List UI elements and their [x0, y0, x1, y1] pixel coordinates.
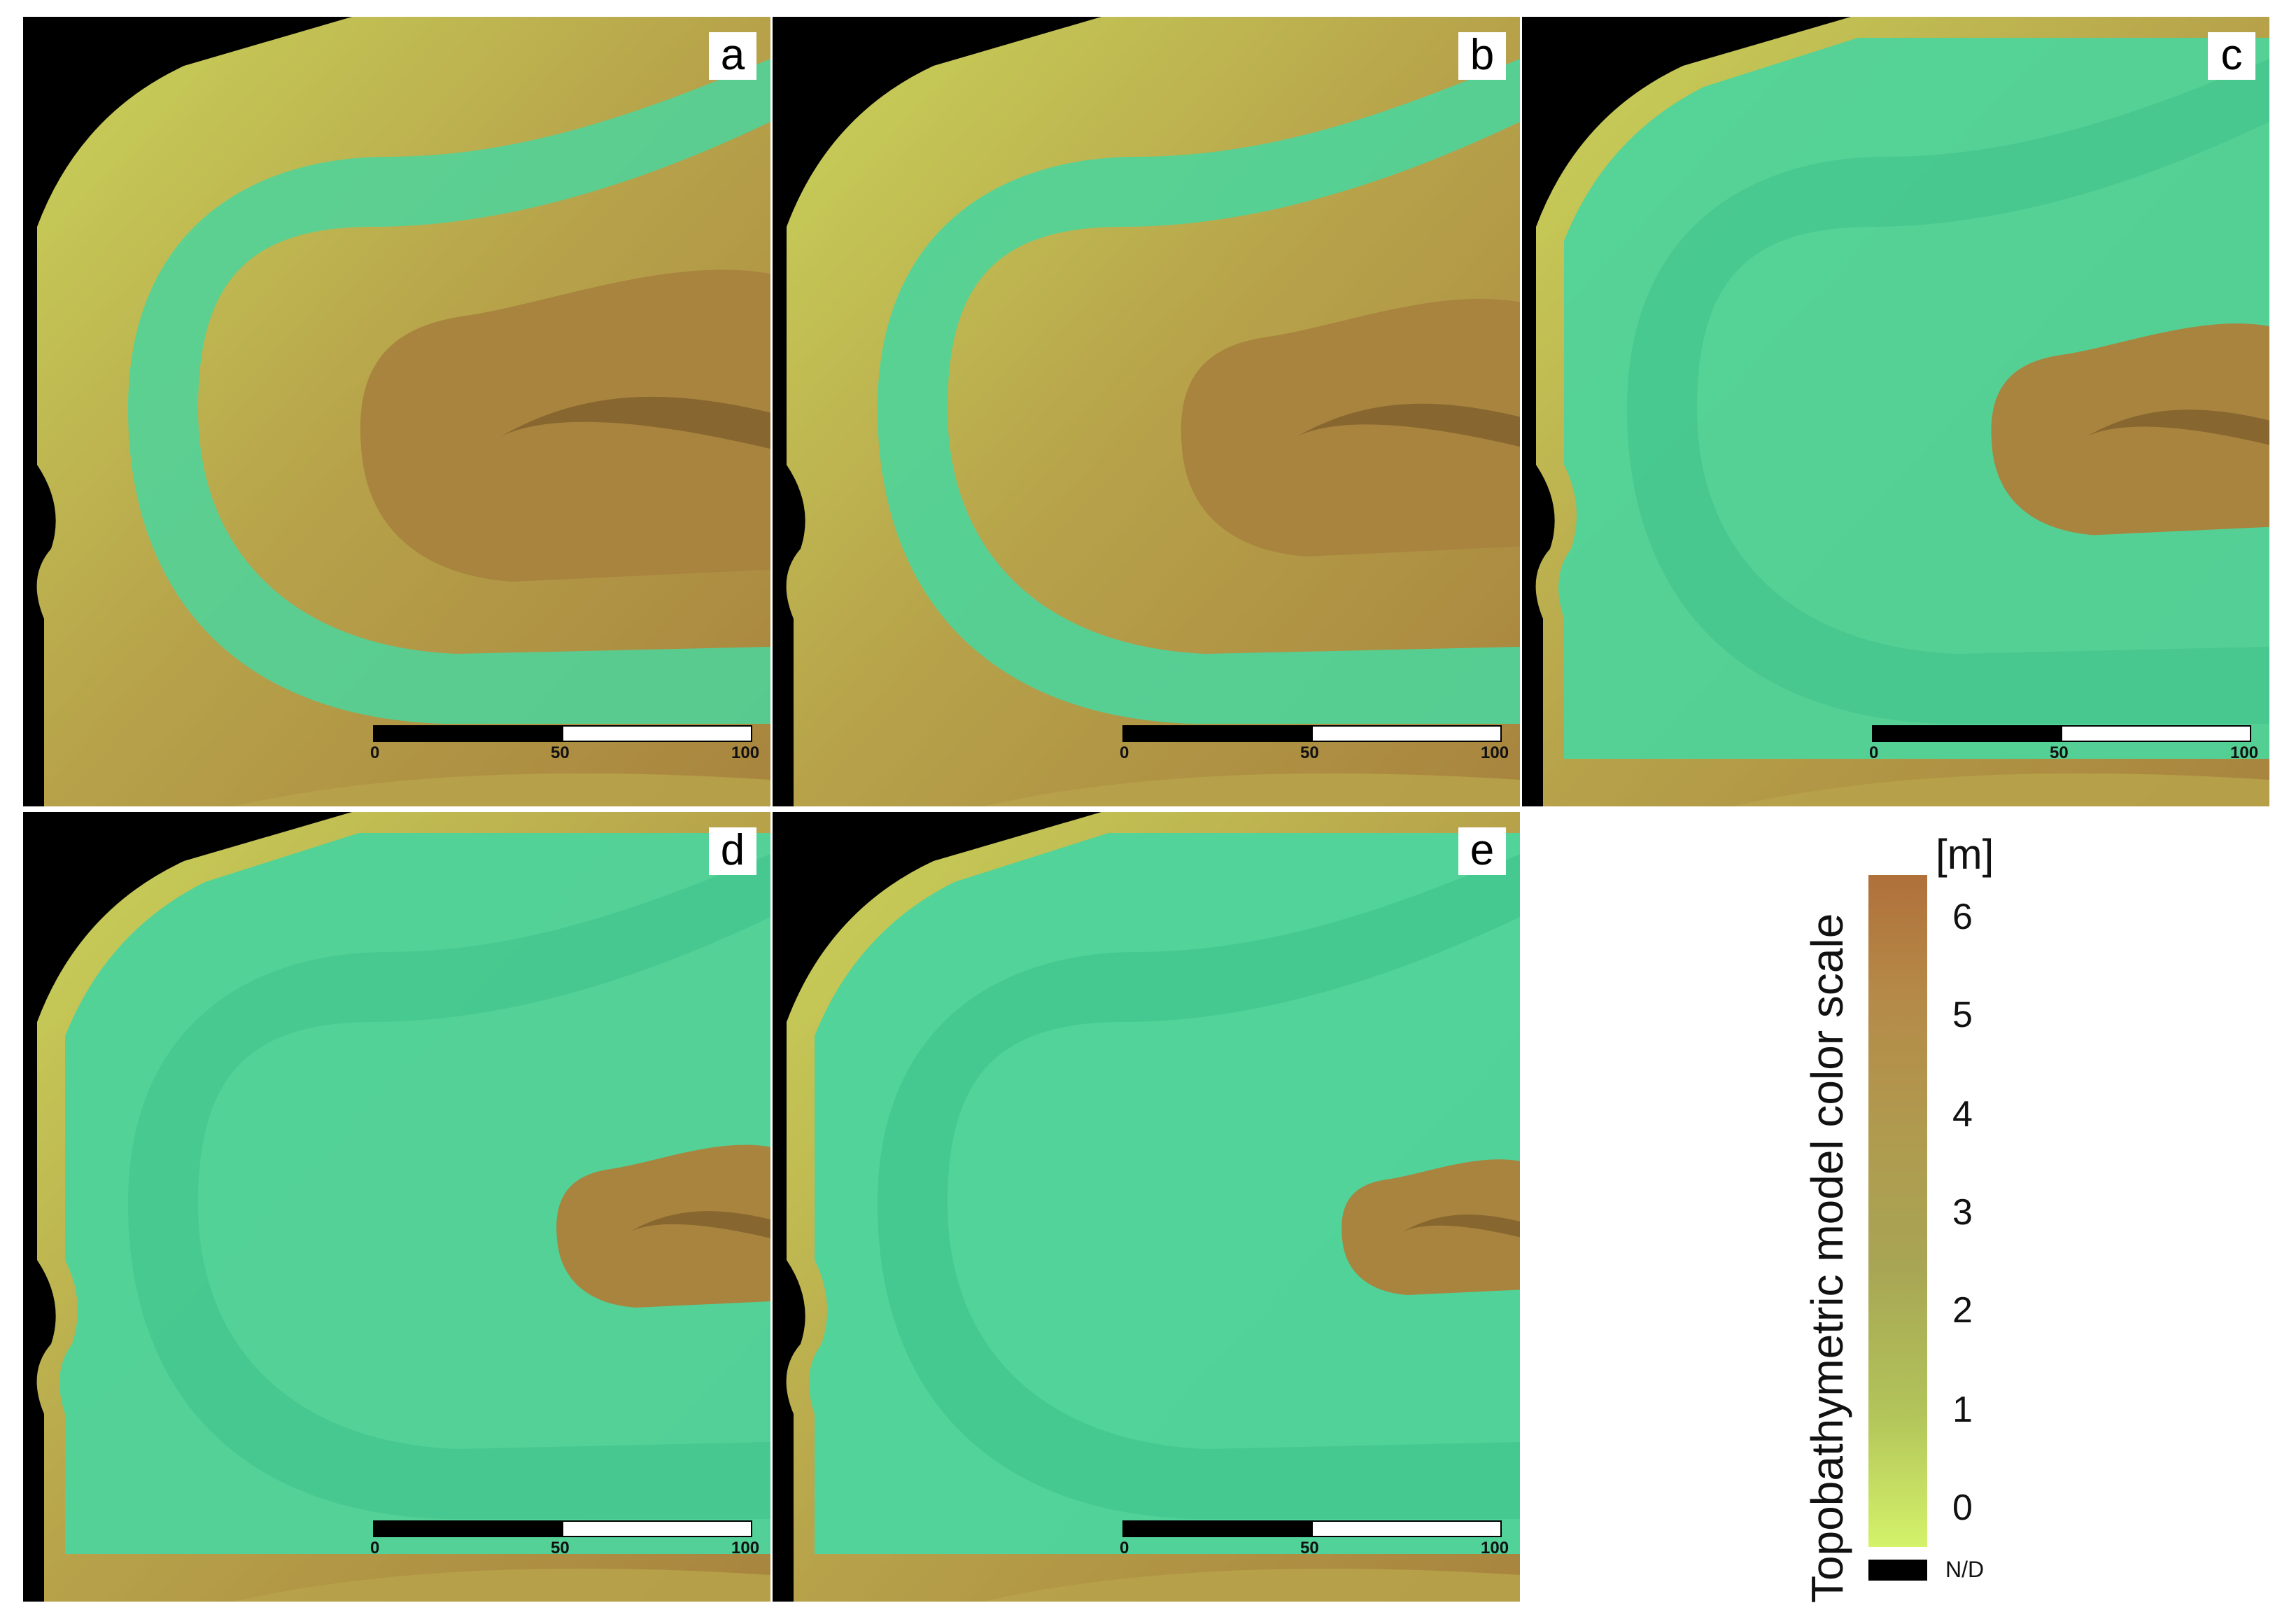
bank-terrain — [233, 1568, 770, 1602]
scale-tick-0: 0 — [1120, 1539, 1129, 1558]
scale-bar-white-segment — [1311, 1520, 1502, 1537]
scale-tick-0: 0 — [1869, 743, 1879, 762]
point-bar — [1341, 1159, 1520, 1295]
point-bar — [1991, 323, 2269, 536]
panel-label: b — [1458, 32, 1506, 80]
panel-label: d — [709, 827, 756, 875]
legend-no-data-label: N/D — [1945, 1557, 1985, 1582]
scale-bar-white-segment — [2061, 725, 2251, 742]
scale-bar: 0 50 100 — [370, 1520, 759, 1558]
scale-tick-100: 100 — [1481, 743, 1509, 762]
scale-tick-50: 50 — [1300, 1539, 1319, 1558]
legend-tick: 2 — [1952, 1290, 1973, 1331]
terrain-map — [36, 812, 770, 1602]
map-panel-c: c 0 50 100 — [1522, 17, 2269, 806]
river-channel — [128, 59, 770, 724]
water-extent — [59, 833, 770, 1554]
bank-terrain — [983, 1568, 1520, 1602]
river-channel — [878, 854, 1520, 1519]
scale-bar-black-segment — [1122, 725, 1313, 742]
scale-bar-white-segment — [562, 1520, 752, 1537]
map-panel-d: d 0 50 100 — [23, 812, 770, 1602]
map-panel-b: b 0 50 100 — [773, 17, 1520, 806]
scale-tick-100: 100 — [731, 1539, 760, 1558]
scale-bar-white-segment — [562, 725, 752, 742]
scale-bar-black-segment — [1122, 1520, 1313, 1537]
point-bar-ridge — [2085, 410, 2269, 445]
point-bar-ridge — [500, 396, 770, 449]
bank-terrain — [983, 773, 1520, 806]
scale-bar-white-segment — [1311, 725, 1502, 742]
panel-label: e — [1458, 827, 1506, 875]
point-bar-group — [1341, 1159, 1520, 1295]
scale-tick-100: 100 — [731, 743, 760, 762]
bank-terrain — [233, 773, 770, 806]
point-bar-group — [1181, 298, 1520, 556]
legend-no-data-swatch — [1868, 1560, 1927, 1581]
scale-tick-50: 50 — [2050, 743, 2069, 762]
panel-label: c — [2208, 32, 2255, 80]
panel-label: a — [709, 32, 756, 80]
legend-tick: 0 — [1952, 1488, 1973, 1528]
map-panel-a: a 0 50 100 — [23, 17, 770, 806]
scale-bar-black-segment — [1872, 725, 2062, 742]
scale-tick-100: 100 — [1481, 1539, 1509, 1558]
point-bar — [556, 1144, 770, 1308]
terrain-map — [36, 17, 770, 806]
river-channel — [878, 59, 1520, 724]
legend-tick: 5 — [1952, 995, 1973, 1035]
terrain-map — [786, 17, 1520, 806]
scale-tick-50: 50 — [551, 743, 570, 762]
point-bar-group — [360, 270, 770, 582]
point-bar-ridge — [1402, 1214, 1520, 1238]
legend-unit: [m] — [1936, 831, 1994, 878]
river-channel — [1627, 59, 2269, 724]
scale-tick-0: 0 — [1120, 743, 1129, 762]
point-bar-group — [1991, 323, 2269, 536]
legend-tick: 4 — [1952, 1094, 1973, 1135]
terrain-map — [1535, 17, 2269, 806]
point-bar-ridge — [629, 1211, 770, 1238]
scale-tick-100: 100 — [2230, 743, 2259, 762]
river-channel — [128, 854, 770, 1519]
water-extent — [128, 59, 770, 724]
scale-bar: 0 50 100 — [1120, 1520, 1509, 1558]
point-bar-ridge — [1296, 403, 1520, 447]
point-bar — [360, 270, 770, 582]
scale-bar: 0 50 100 — [1120, 725, 1509, 762]
scale-tick-0: 0 — [370, 743, 380, 762]
legend-color-ramp — [1868, 875, 1927, 1547]
map-panel-e: e 0 50 100 — [773, 812, 1520, 1602]
scale-bar-black-segment — [373, 1520, 563, 1537]
point-bar — [1181, 298, 1520, 556]
scale-bar-black-segment — [373, 725, 563, 742]
legend-title: Topobathymetric model color scale — [1802, 913, 1852, 1603]
legend-tick: 1 — [1952, 1390, 1973, 1430]
water-extent — [1558, 38, 2269, 759]
scale-tick-50: 50 — [1300, 743, 1319, 762]
bank-terrain — [1732, 773, 2269, 806]
scale-tick-0: 0 — [370, 1539, 380, 1558]
terrain-map — [786, 812, 1520, 1602]
water-extent — [809, 833, 1520, 1554]
scale-bar: 0 50 100 — [1869, 725, 2258, 762]
scale-tick-50: 50 — [551, 1539, 570, 1558]
scale-bar: 0 50 100 — [370, 725, 759, 762]
point-bar-group — [556, 1144, 770, 1308]
water-extent — [878, 59, 1520, 724]
legend-tick: 6 — [1952, 897, 1973, 937]
legend-tick: 3 — [1952, 1192, 1973, 1233]
